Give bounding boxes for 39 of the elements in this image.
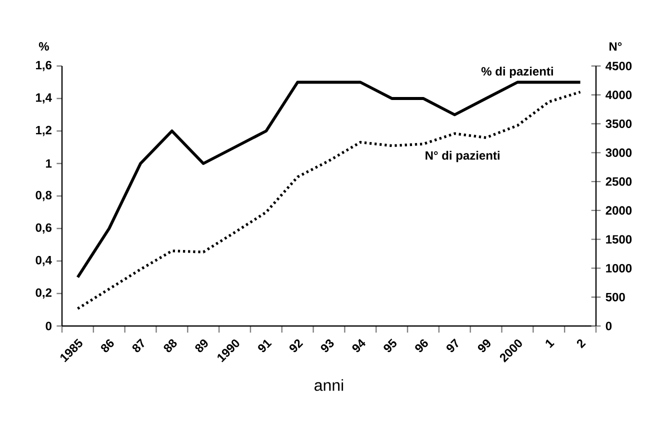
y2-tick-label: 0 (606, 322, 612, 330)
x-tick-label: 91 (258, 340, 272, 352)
series-label: N° di pazienti (426, 150, 500, 162)
y2-tick-label: 1500 (606, 235, 632, 244)
x-tick-label: 1 (546, 340, 554, 348)
line-series (76, 90, 582, 310)
y2-tick-label: 500 (606, 292, 625, 302)
y-tick-label: 1 (46, 159, 52, 168)
y2-tick-label: 1000 (606, 264, 632, 272)
y-tick-label: 1,2 (36, 126, 52, 136)
y-tick-label: 0,8 (36, 190, 52, 202)
x-tick-label: 95 (384, 338, 396, 352)
series-label: % di pazienti (481, 66, 553, 78)
x-tick-label: 97 (446, 338, 458, 352)
y2-axis-title: N° (610, 42, 622, 51)
y2-tick-label: 3000 (606, 148, 632, 157)
x-tick-label: 2 (576, 339, 586, 348)
y-tick-label: 0,2 (36, 288, 52, 299)
y2-tick-label: 4500 (606, 62, 632, 70)
y-tick-label: 0,4 (36, 256, 52, 266)
x-tick-label: 89 (195, 339, 208, 352)
x-tick-label: 87 (132, 338, 144, 352)
y-tick-label: 0 (46, 322, 52, 330)
x-tick-label: 92 (289, 339, 304, 352)
x-tick-label: 94 (352, 338, 366, 352)
y2-tick-label: 4000 (606, 90, 632, 100)
y2-tick-label: 3500 (606, 120, 632, 128)
y2-tick-label: 2000 (606, 206, 632, 215)
y-tick-label: 1,6 (36, 60, 52, 72)
y-tick-label: 0,6 (36, 223, 52, 234)
x-tick-label: 88 (164, 339, 177, 352)
x-tick-label: 96 (415, 339, 428, 352)
y-tick-label: 1,4 (36, 93, 52, 104)
x-tick-label: 93 (320, 339, 334, 352)
y-axis-title: % (38, 42, 49, 51)
x-tick-label: 86 (100, 339, 114, 352)
x-axis-title: anni (314, 379, 344, 391)
x-tick-label: 99 (478, 339, 490, 352)
y2-tick-label: 2500 (606, 177, 632, 186)
